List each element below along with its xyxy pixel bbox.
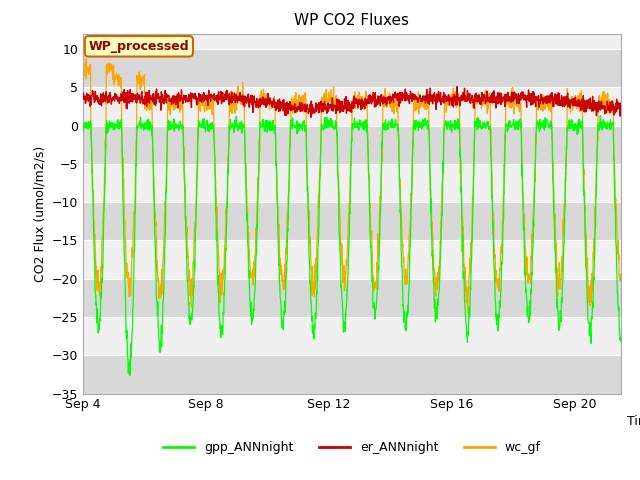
Bar	[83, 202, 621, 240]
Legend: gpp_ANNnight, er_ANNnight, wc_gf: gpp_ANNnight, er_ANNnight, wc_gf	[158, 436, 546, 459]
X-axis label: Time: Time	[627, 415, 640, 428]
Bar	[83, 355, 621, 394]
Text: WP_processed: WP_processed	[88, 40, 189, 53]
Bar	[83, 240, 621, 279]
Bar	[83, 49, 621, 87]
Bar	[83, 317, 621, 355]
Title: WP CO2 Fluxes: WP CO2 Fluxes	[294, 13, 410, 28]
Y-axis label: CO2 Flux (umol/m2/s): CO2 Flux (umol/m2/s)	[33, 145, 47, 282]
Bar	[83, 87, 621, 125]
Bar	[83, 164, 621, 202]
Bar	[83, 279, 621, 317]
Bar	[83, 125, 621, 164]
